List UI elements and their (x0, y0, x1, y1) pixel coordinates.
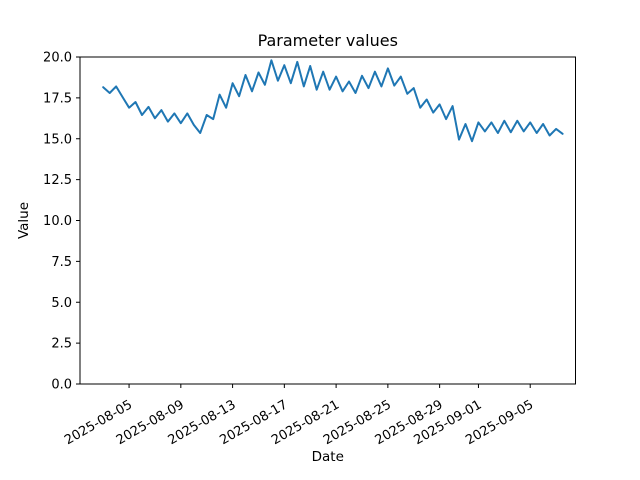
y-axis-label: Value (16, 202, 32, 239)
y-tick-label: 15.0 (43, 132, 72, 147)
y-tick-label: 2.5 (51, 337, 72, 352)
chart-title: Parameter values (258, 31, 398, 50)
x-axis-label: Date (312, 449, 344, 465)
y-tick-label: 5.0 (51, 296, 72, 311)
y-tick-label: 0.0 (51, 378, 72, 393)
y-axis-ticks: 0.0 2.5 5.0 7.5 10.0 12.5 15.0 17.5 20.0 (43, 51, 80, 393)
y-tick-label: 7.5 (51, 255, 72, 270)
y-tick-label: 17.5 (43, 91, 72, 106)
data-line (102, 59, 564, 143)
y-tick-label: 12.5 (43, 173, 72, 188)
plot-area (79, 56, 576, 385)
y-tick-label: 10.0 (43, 214, 72, 229)
y-tick-label: 20.0 (43, 51, 72, 66)
